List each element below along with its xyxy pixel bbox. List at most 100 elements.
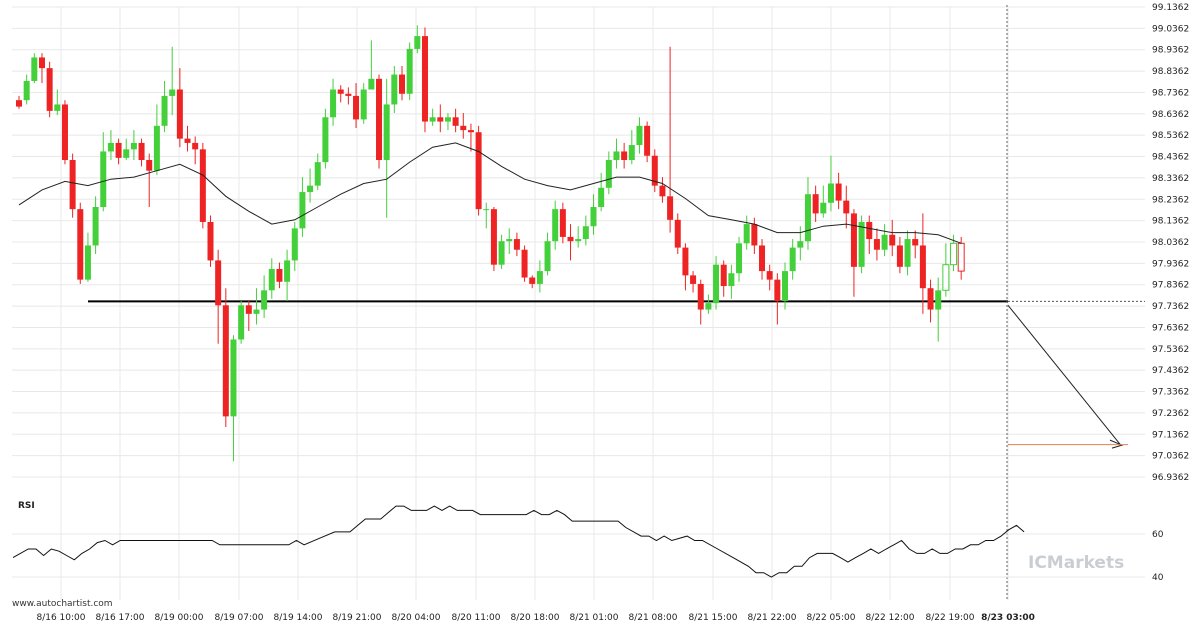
candle-body bbox=[222, 305, 229, 417]
candle-body bbox=[444, 117, 451, 122]
time-tick-label: 8/19 14:00 bbox=[273, 613, 322, 623]
candle-body bbox=[881, 234, 888, 250]
time-tick-label: 8/16 17:00 bbox=[95, 613, 144, 623]
candle-body bbox=[667, 196, 674, 220]
candle-body bbox=[636, 125, 643, 146]
price-tick-label: 98.1362 bbox=[1152, 217, 1189, 227]
candle-body bbox=[812, 194, 819, 214]
candle-body bbox=[628, 145, 635, 161]
time-tick-label: 8/21 22:00 bbox=[747, 613, 796, 623]
candle-body bbox=[421, 36, 428, 122]
price-tick-label: 98.9362 bbox=[1152, 46, 1189, 56]
candle-body bbox=[942, 264, 950, 291]
candle-body bbox=[192, 142, 199, 150]
price-tick-label: 97.8362 bbox=[1152, 281, 1189, 291]
candle-body bbox=[245, 305, 252, 314]
candle-body bbox=[575, 239, 582, 242]
candle-body bbox=[146, 160, 153, 171]
price-tick-label: 98.5362 bbox=[1152, 131, 1189, 141]
candle-body bbox=[498, 241, 505, 265]
candle-body bbox=[345, 93, 352, 96]
candle-body bbox=[414, 36, 421, 49]
candle-body bbox=[169, 89, 176, 96]
candle-body bbox=[904, 239, 911, 267]
price-tick-label: 97.6362 bbox=[1152, 323, 1189, 333]
candle-body bbox=[207, 221, 214, 261]
price-tick-label: 98.0362 bbox=[1152, 238, 1189, 248]
candle-body bbox=[590, 207, 597, 227]
time-tick-label: 8/16 10:00 bbox=[36, 613, 85, 623]
time-tick-label: 8/21 01:00 bbox=[569, 613, 618, 623]
candle-body bbox=[475, 132, 482, 210]
candle-body bbox=[690, 275, 697, 284]
candle-body bbox=[506, 239, 513, 242]
candle-body bbox=[238, 305, 245, 340]
price-tick-label: 98.8362 bbox=[1152, 67, 1189, 77]
candle-body bbox=[437, 117, 444, 122]
broker-logo: ICMarkets bbox=[1028, 553, 1124, 573]
candle-body bbox=[697, 283, 704, 310]
candle-body bbox=[284, 260, 291, 282]
time-tick-label: 8/21 08:00 bbox=[628, 613, 677, 623]
candle-body bbox=[452, 117, 459, 126]
price-tick-label: 98.6362 bbox=[1152, 110, 1189, 120]
price-tick-label: 97.5362 bbox=[1152, 345, 1189, 355]
time-tick-label: 8/22 19:00 bbox=[925, 613, 974, 623]
candle-body bbox=[391, 74, 398, 105]
candle-body bbox=[268, 268, 275, 291]
candle-body bbox=[567, 236, 574, 242]
candle-body bbox=[935, 290, 942, 310]
candle-body bbox=[107, 142, 114, 152]
candle-body bbox=[46, 68, 53, 111]
rsi-tick-label: 40 bbox=[1152, 573, 1164, 583]
candle-body bbox=[728, 273, 735, 287]
candle-body bbox=[820, 202, 827, 214]
time-tick-label: 8/23 03:00 bbox=[981, 613, 1035, 623]
price-tick-label: 99.0362 bbox=[1152, 24, 1189, 34]
candle-body bbox=[467, 130, 474, 133]
candle-body bbox=[827, 183, 834, 203]
candle-body bbox=[77, 209, 84, 280]
candle-body bbox=[873, 239, 880, 250]
candle-body bbox=[682, 247, 689, 276]
candle-body bbox=[843, 200, 850, 214]
price-tick-label: 98.4362 bbox=[1152, 153, 1189, 163]
candle-body bbox=[927, 288, 934, 310]
price-tick-label: 97.1362 bbox=[1152, 430, 1189, 440]
candle-body bbox=[92, 207, 99, 246]
candle-body bbox=[912, 239, 919, 246]
candle-body bbox=[376, 78, 383, 161]
candle-body bbox=[307, 185, 314, 193]
candle-body bbox=[889, 234, 896, 246]
candle-body bbox=[513, 239, 520, 250]
candle-body bbox=[705, 303, 712, 310]
projection-arrow-line bbox=[1007, 304, 1121, 445]
candle-body bbox=[322, 117, 329, 163]
candle-body bbox=[368, 78, 375, 90]
candle-body bbox=[789, 247, 796, 272]
candle-body bbox=[529, 277, 536, 284]
candle-body bbox=[521, 249, 528, 278]
candle-body bbox=[483, 209, 490, 211]
candle-body bbox=[353, 95, 360, 120]
candle-body bbox=[215, 260, 222, 306]
price-tick-label: 98.7362 bbox=[1152, 88, 1189, 98]
time-tick-label: 8/19 07:00 bbox=[214, 613, 263, 623]
candle-body bbox=[713, 264, 720, 304]
candle-body bbox=[751, 224, 758, 246]
price-tick-label: 97.0362 bbox=[1152, 452, 1189, 462]
time-tick-label: 8/19 00:00 bbox=[154, 613, 203, 623]
candle-body bbox=[276, 268, 283, 282]
candle-body bbox=[138, 142, 145, 161]
candle-body bbox=[896, 245, 903, 267]
candle-body bbox=[16, 100, 22, 107]
candle-body bbox=[23, 80, 30, 101]
price-tick-label: 97.7362 bbox=[1152, 302, 1189, 312]
candle-body bbox=[759, 245, 766, 272]
candle-body bbox=[314, 162, 321, 186]
candle-body bbox=[782, 271, 788, 302]
candle-body bbox=[184, 138, 191, 143]
candle-body bbox=[674, 219, 681, 248]
candle-body bbox=[291, 228, 298, 261]
candle-body bbox=[613, 151, 620, 161]
